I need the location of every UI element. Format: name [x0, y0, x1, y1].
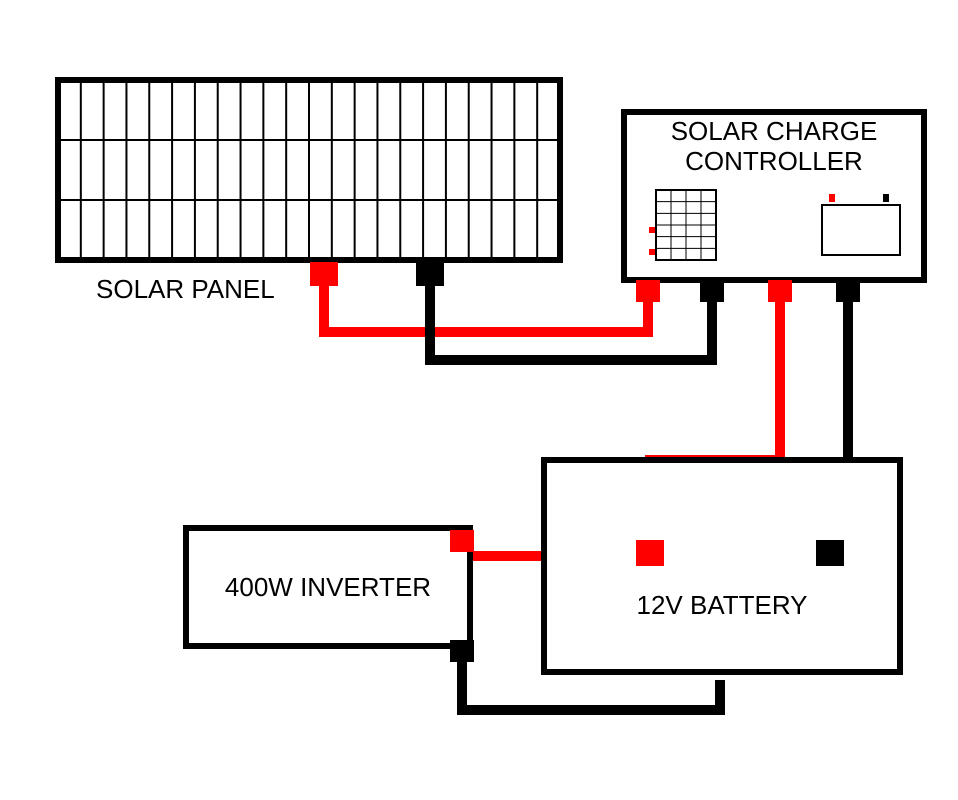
terminal-batt_pos	[636, 540, 664, 566]
controller-panel-icon	[656, 190, 716, 260]
terminal-inv_pos	[450, 530, 474, 552]
terminal-batt_neg	[816, 540, 844, 566]
mini-batt-dot-0	[829, 194, 835, 202]
mini-panel-dot-0	[649, 227, 655, 233]
terminal-ctrl_t1	[636, 280, 660, 302]
wire-panel_to_ctrl_neg	[430, 280, 712, 360]
controller-label-1: SOLAR CHARGE	[671, 116, 878, 146]
terminal-panel_pos	[310, 262, 338, 286]
terminal-ctrl_t4	[836, 280, 860, 302]
mini-batt-dot-1	[883, 194, 889, 202]
terminal-inv_neg	[450, 640, 474, 662]
charge-controller: SOLAR CHARGE CONTROLLER	[624, 112, 924, 280]
solar-wiring-diagram: SOLAR PANEL SOLAR CHARGE CONTROLLER 12V …	[0, 0, 958, 800]
terminal-panel_neg	[416, 262, 444, 286]
controller-battery-icon	[822, 205, 900, 255]
inverter-label: 400W INVERTER	[225, 572, 431, 602]
mini-panel-dot-1	[649, 249, 655, 255]
battery-label: 12V BATTERY	[637, 590, 808, 620]
terminal-ctrl_t2	[700, 280, 724, 302]
wire-panel_to_ctrl_pos	[324, 280, 648, 332]
battery: 12V BATTERY	[544, 460, 900, 672]
controller-label-2: CONTROLLER	[685, 146, 863, 176]
inverter: 400W INVERTER	[186, 528, 470, 646]
solar-panel-label: SOLAR PANEL	[96, 274, 275, 304]
solar-panel	[58, 80, 560, 260]
terminal-ctrl_t3	[768, 280, 792, 302]
